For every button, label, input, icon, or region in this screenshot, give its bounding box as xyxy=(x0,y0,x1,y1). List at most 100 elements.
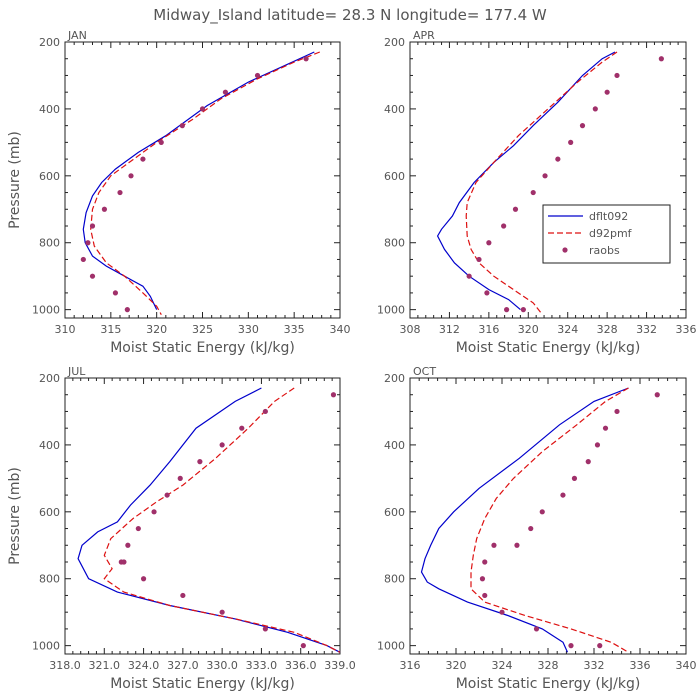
panel-jul: JUL 318.0 321.0 324.0 327.0 330.0 333.0 336.0 33… xyxy=(7,365,356,692)
x-axis-label: Moist Static Energy (kJ/kg) xyxy=(110,676,295,692)
raobs-point xyxy=(239,425,245,431)
x-tick-label: 320 xyxy=(518,323,539,336)
raobs-point xyxy=(614,408,620,415)
raobs-point xyxy=(658,56,664,62)
x-tick-label: 324 xyxy=(557,323,578,336)
plot-frame xyxy=(64,377,341,655)
y-tick-label: 1000 xyxy=(377,304,405,317)
raobs-point xyxy=(568,643,574,649)
panel-month-label: JAN xyxy=(67,29,87,42)
raobs-point xyxy=(539,509,545,515)
raobs-point xyxy=(466,273,472,279)
x-tick-label: 308 xyxy=(400,323,421,336)
x-tick-label: 340 xyxy=(676,659,697,672)
raobs-point xyxy=(571,475,578,481)
raobs-point xyxy=(101,206,108,212)
dflt092-line xyxy=(82,51,315,310)
x-tick-label: 321.0 xyxy=(89,659,121,672)
y-tick-label: 600 xyxy=(384,170,405,183)
x-tick-label: 325 xyxy=(192,323,213,336)
raobs-point xyxy=(125,542,131,548)
legend-raobs-swatch xyxy=(562,247,568,253)
y-axis-label: Pressure (mb) xyxy=(7,131,23,229)
y-tick-label: 1000 xyxy=(32,640,60,653)
raobs-point xyxy=(486,240,492,246)
raobs-point xyxy=(514,542,520,548)
plot-frame xyxy=(409,41,687,319)
d92pmf-line xyxy=(465,51,618,314)
raobs-point xyxy=(592,106,598,112)
raobs-point xyxy=(654,392,660,398)
raobs-point xyxy=(158,139,164,145)
raobs-point xyxy=(476,256,482,263)
raobs-point xyxy=(520,307,526,313)
x-tick-label: 316 xyxy=(478,323,499,336)
y-tick-label: 800 xyxy=(39,237,60,250)
dflt092-line xyxy=(420,387,629,653)
raobs-point xyxy=(479,576,486,582)
raobs-point xyxy=(180,592,186,599)
legend-raobs-label: raobs xyxy=(589,244,620,257)
raobs-point xyxy=(501,223,507,229)
legend-dflt092-label: dflt092 xyxy=(589,210,628,223)
x-tick-label: 310 xyxy=(55,323,76,336)
x-tick-label: 312 xyxy=(439,323,460,336)
x-tick-label: 328 xyxy=(538,659,559,672)
raobs-point xyxy=(300,643,306,649)
raobs-point xyxy=(151,509,157,515)
y-axis-label: Pressure (mb) xyxy=(7,467,23,565)
x-tick-label: 320 xyxy=(146,323,167,336)
x-tick-label: 328 xyxy=(597,323,618,336)
raobs-point xyxy=(89,273,96,279)
raobs-point xyxy=(140,156,146,162)
y-tick-label: 200 xyxy=(384,36,405,49)
raobs-point xyxy=(533,626,540,632)
x-tick-label: 332 xyxy=(636,323,657,336)
raobs-point xyxy=(594,442,601,448)
panel-month-label: JUL xyxy=(67,365,86,378)
raobs-point xyxy=(121,559,127,565)
y-tick-label: 800 xyxy=(384,237,405,250)
raobs-point xyxy=(568,139,574,145)
raobs-point xyxy=(579,123,586,129)
raobs-point xyxy=(199,106,206,112)
y-tick-label: 1000 xyxy=(377,640,405,653)
raobs-point xyxy=(602,425,609,431)
raobs-point xyxy=(128,173,134,179)
legend: dflt092 d92pmf raobs xyxy=(542,204,671,264)
raobs-point xyxy=(528,525,534,532)
raobs-point xyxy=(117,189,123,196)
x-tick-label: 336 xyxy=(676,323,697,336)
x-tick-label: 339.0 xyxy=(324,659,356,672)
raobs-point xyxy=(303,56,309,62)
y-tick-label: 200 xyxy=(39,36,60,49)
raobs-point xyxy=(179,123,185,129)
panel-oct: OCT 316 320 324 328 332 336 340 200 400 600 800 1000… xyxy=(377,365,697,692)
y-tick-label: 200 xyxy=(39,372,60,385)
x-tick-label: 335 xyxy=(284,323,305,336)
d92pmf-line xyxy=(90,51,321,315)
panel-month-label: APR xyxy=(413,29,435,42)
dflt092-line xyxy=(77,387,341,653)
raobs-point xyxy=(484,290,490,296)
plot-frame xyxy=(409,377,687,655)
raobs-point xyxy=(499,609,505,615)
raobs-point xyxy=(222,89,229,95)
raobs-point xyxy=(491,542,497,548)
raobs-point xyxy=(555,156,561,162)
x-tick-label: 324 xyxy=(492,659,513,672)
y-tick-label: 600 xyxy=(39,170,60,183)
x-tick-label: 327.0 xyxy=(167,659,199,672)
raobs-point xyxy=(530,189,536,196)
x-axis-label: Moist Static Energy (kJ/kg) xyxy=(456,676,641,692)
raobs-point xyxy=(80,256,86,263)
raobs-point xyxy=(219,609,225,615)
y-tick-label: 800 xyxy=(384,573,405,586)
x-axis-label: Moist Static Energy (kJ/kg) xyxy=(110,340,295,356)
raobs-point xyxy=(504,307,510,313)
y-tick-label: 400 xyxy=(39,103,60,116)
d92pmf-line xyxy=(103,387,341,653)
raobs-point xyxy=(512,206,519,212)
raobs-point xyxy=(140,576,147,582)
